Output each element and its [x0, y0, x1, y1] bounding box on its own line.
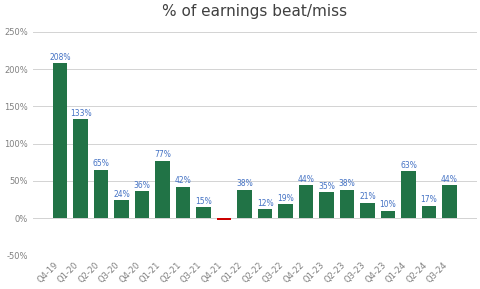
- Bar: [421, 205, 435, 218]
- Text: 42%: 42%: [174, 177, 191, 186]
- Bar: [196, 207, 210, 218]
- Text: 35%: 35%: [317, 182, 334, 191]
- Bar: [319, 192, 333, 218]
- Bar: [360, 203, 374, 218]
- Bar: [442, 186, 456, 218]
- Bar: [135, 191, 149, 218]
- Text: 63%: 63%: [399, 161, 416, 170]
- Text: 65%: 65%: [93, 159, 109, 168]
- Text: 38%: 38%: [338, 179, 355, 188]
- Bar: [298, 186, 312, 218]
- Bar: [216, 218, 231, 221]
- Bar: [176, 187, 190, 218]
- Bar: [114, 200, 129, 218]
- Text: 24%: 24%: [113, 190, 130, 199]
- Bar: [339, 190, 353, 218]
- Text: 44%: 44%: [297, 175, 314, 184]
- Bar: [155, 161, 169, 218]
- Text: 10%: 10%: [379, 200, 396, 209]
- Text: 15%: 15%: [195, 197, 212, 205]
- Bar: [400, 171, 415, 218]
- Text: 12%: 12%: [256, 199, 273, 208]
- Bar: [380, 211, 395, 218]
- Text: 19%: 19%: [276, 194, 293, 203]
- Text: 208%: 208%: [49, 53, 71, 62]
- Bar: [94, 170, 108, 218]
- Bar: [278, 204, 292, 218]
- Text: 21%: 21%: [359, 192, 375, 201]
- Bar: [237, 190, 251, 218]
- Text: 133%: 133%: [70, 109, 91, 118]
- Text: 44%: 44%: [440, 175, 457, 184]
- Title: % of earnings beat/miss: % of earnings beat/miss: [162, 4, 347, 19]
- Text: 38%: 38%: [236, 179, 252, 188]
- Bar: [257, 209, 272, 218]
- Bar: [53, 63, 67, 218]
- Bar: [73, 119, 88, 218]
- Text: 17%: 17%: [420, 195, 436, 204]
- Text: 36%: 36%: [133, 181, 150, 190]
- Text: 77%: 77%: [154, 150, 171, 159]
